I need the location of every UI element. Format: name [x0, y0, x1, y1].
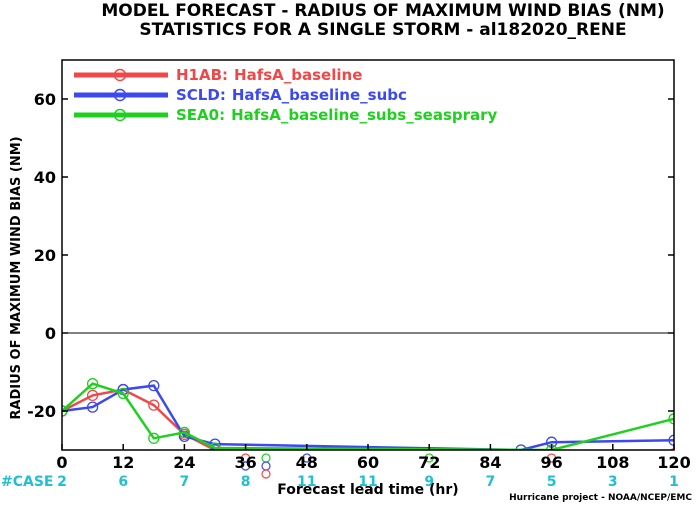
- legend-marker: [113, 68, 127, 82]
- x-tick-label: 48: [296, 453, 318, 472]
- x-tick-label: 72: [418, 453, 440, 472]
- case-count: 11: [358, 474, 377, 490]
- chart-title: MODEL FORECAST - RADIUS OF MAXIMUM WIND …: [101, 1, 664, 21]
- case-count: 1: [669, 474, 679, 490]
- x-tick-label: 108: [596, 453, 629, 472]
- below-axis-marker: [302, 453, 312, 463]
- x-tick-label: 96: [540, 453, 562, 472]
- series-line-0: [62, 388, 363, 450]
- y-tick-label: 60: [34, 90, 56, 109]
- below-axis-marker: [241, 461, 251, 471]
- x-tick-label: 84: [479, 453, 501, 472]
- series-point: [86, 401, 99, 413]
- legend-marker: [113, 88, 127, 102]
- legend-code: SEA0:: [176, 106, 225, 124]
- series-line-1: [62, 384, 674, 450]
- legend-marker: [113, 108, 127, 122]
- case-count: 6: [118, 474, 128, 490]
- x-tick-label: 0: [56, 453, 67, 472]
- series-point: [668, 413, 674, 425]
- series-point: [178, 426, 191, 439]
- x-tick-label: 120: [657, 453, 690, 472]
- x-axis-ticks: 0 12 24 36 48 60 72 84 96 108 120: [56, 444, 691, 472]
- legend-label: SCLD: HafsA_baseline_subc: [176, 86, 407, 104]
- y-axis-label: RADIUS OF MAXIMUM WIND BIAS (NM): [9, 136, 24, 419]
- y-tick-label: 0: [45, 324, 56, 343]
- legend: H1AB: HafsA_baseline SCLD: HafsA_baseline_s…: [74, 66, 498, 124]
- below-axis-marker: [261, 469, 271, 479]
- below-axis-marker: [546, 453, 557, 463]
- series-point: [86, 389, 99, 402]
- case-count: 9: [424, 474, 434, 490]
- case-count: 11: [297, 474, 316, 490]
- case-count: 7: [180, 474, 190, 490]
- case-header: #CASE: [1, 474, 54, 490]
- below-axis-marker: [424, 453, 434, 463]
- y-tick-label: 20: [34, 246, 56, 265]
- y-tick-label: 40: [34, 168, 56, 187]
- x-tick-label: 60: [357, 453, 379, 472]
- legend-series-name: HafsA_baseline_subc: [232, 86, 407, 104]
- x-tick-label: 12: [112, 453, 134, 472]
- case-count: 5: [547, 474, 557, 490]
- case-counts: 2 6 7 8 11 11 9 7 5 3 1: [57, 474, 679, 490]
- series-point: [117, 387, 129, 400]
- case-count: 2: [57, 474, 67, 490]
- legend-code: SCLD:: [176, 86, 226, 104]
- x-tick-label: 36: [234, 453, 256, 472]
- series-point: [148, 379, 160, 392]
- legend-label: H1AB: HafsA_baseline: [176, 66, 362, 84]
- legend-label: SEA0: HafsA_baseline_subs_seasprary: [176, 106, 498, 124]
- legend-series-name: HafsA_baseline_subs_seasprary: [231, 106, 497, 124]
- series-point: [86, 378, 99, 390]
- x-tick-label: 24: [173, 453, 195, 472]
- y-axis-ticks: -20 0 20 40 60: [27, 90, 674, 421]
- legend-code: H1AB:: [176, 66, 228, 84]
- case-count: 7: [486, 474, 496, 490]
- series-point: [515, 444, 527, 450]
- y-tick-label: -20: [27, 402, 56, 421]
- case-count: 8: [241, 474, 251, 490]
- credit-text: Hurricane project - NOAA/NCEP/EMC: [509, 493, 692, 503]
- legend-series-name: HafsA_baseline: [234, 66, 362, 84]
- below-axis-markers: [241, 453, 557, 479]
- series-point: [668, 434, 674, 446]
- series-point: [209, 442, 221, 450]
- case-count: 3: [608, 474, 618, 490]
- chart-subtitle: STATISTICS FOR A SINGLE STORM - al182020…: [139, 20, 626, 40]
- x-axis-label: Forecast lead time (hr): [277, 482, 458, 498]
- series-point: [148, 399, 160, 411]
- series-point: [148, 432, 160, 444]
